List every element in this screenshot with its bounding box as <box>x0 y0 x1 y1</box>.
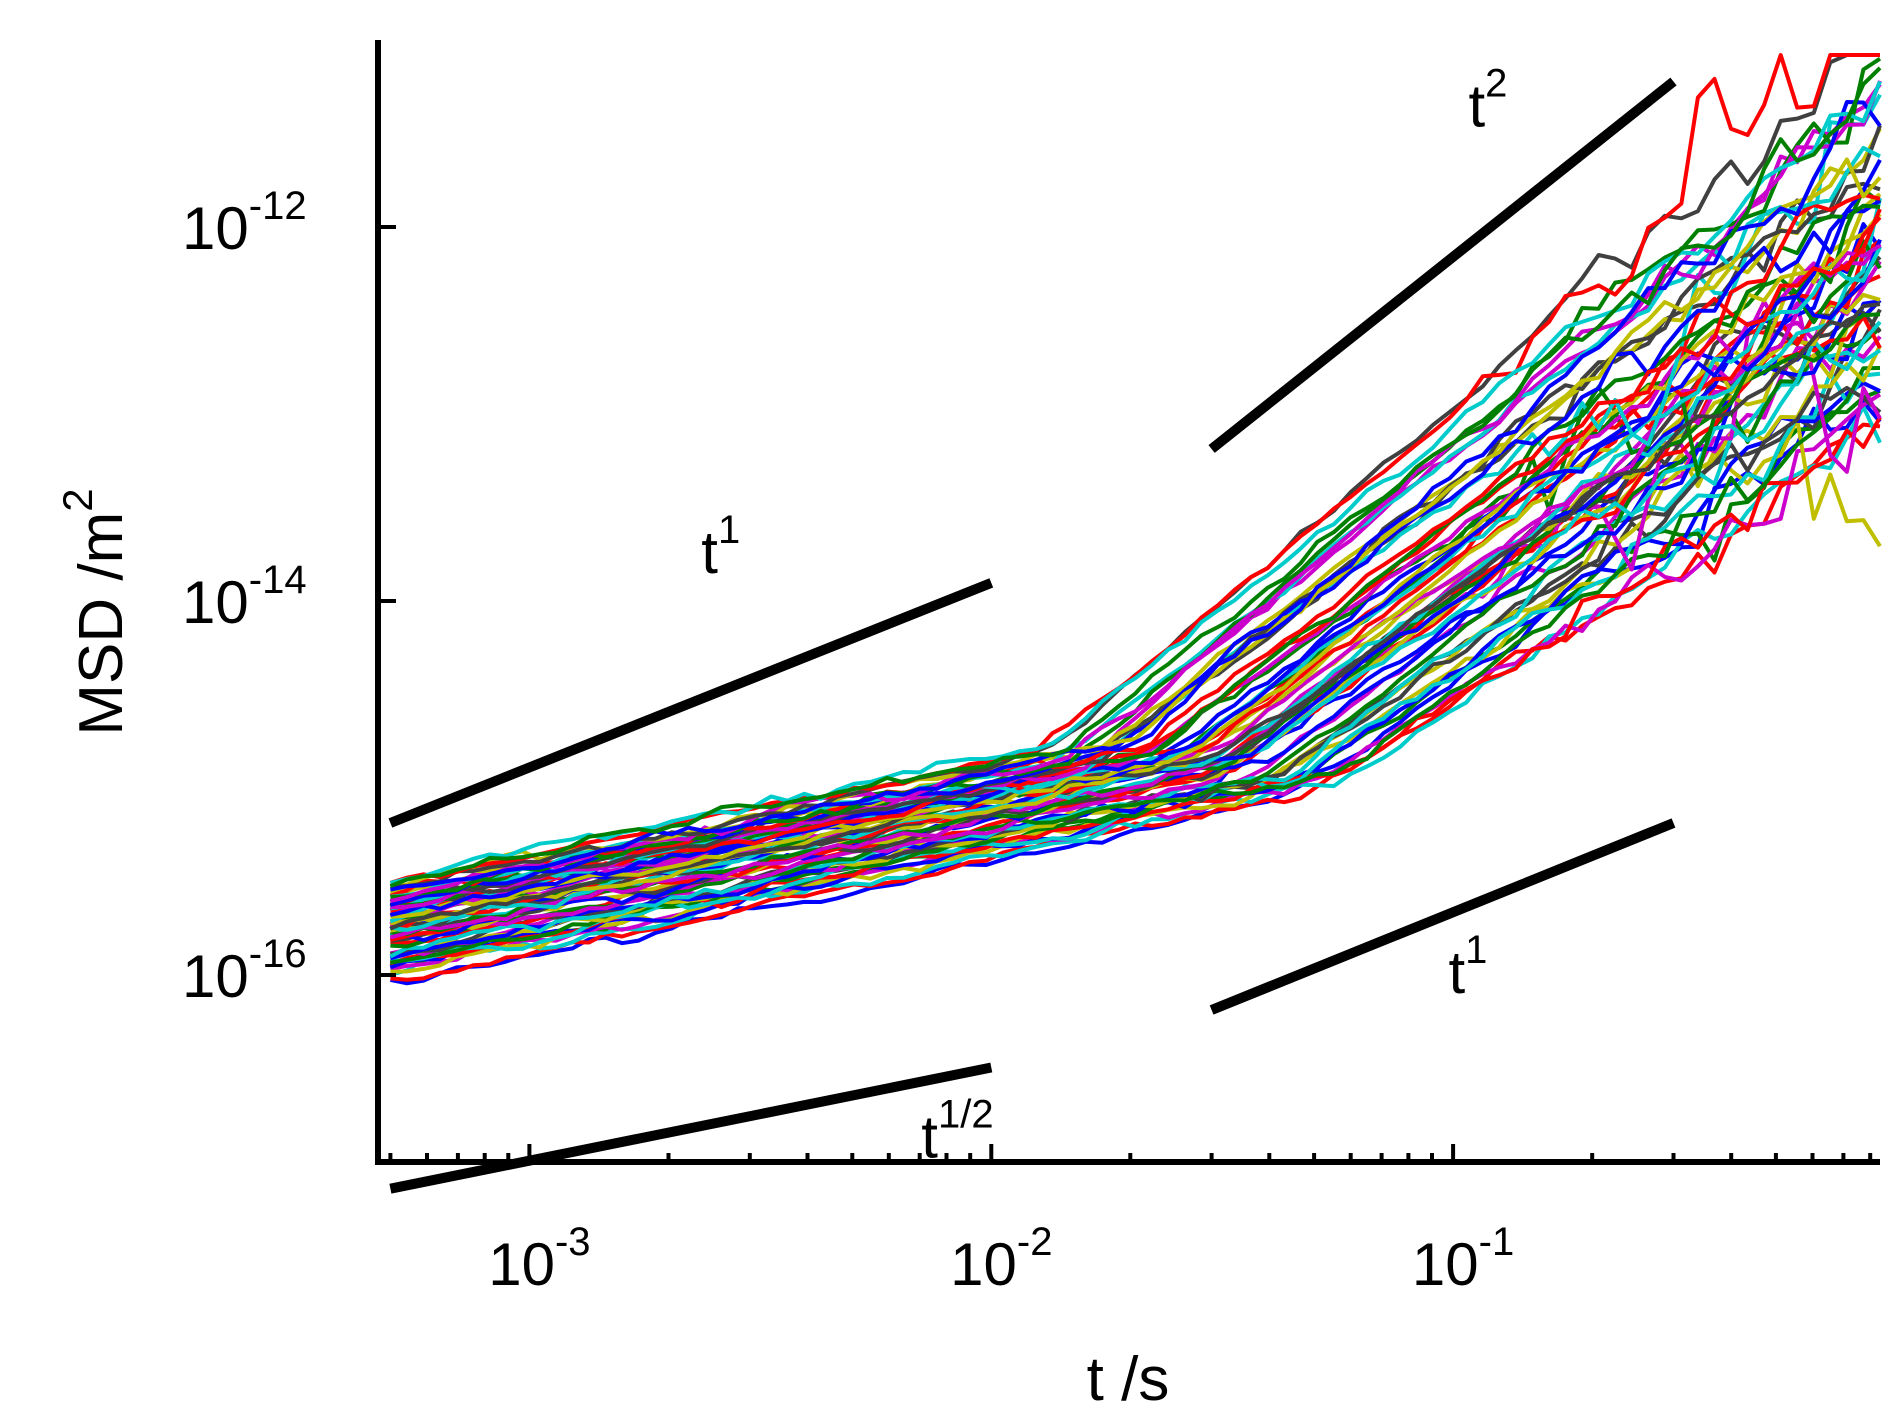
reference-line-t1-upper <box>388 578 994 828</box>
reference-slopes <box>388 77 1677 1194</box>
reference-line-t-half <box>389 1062 993 1194</box>
tick-labels: 10-3 10-2 10-1 10-16 10-14 10-12 <box>182 184 1514 1298</box>
axes <box>375 40 1880 1165</box>
trajectory-line <box>389 66 1882 888</box>
reference-label-t-half: t1/2 <box>921 1093 993 1171</box>
reference-line-t2 <box>1208 77 1677 453</box>
trajectory-line <box>389 80 1882 904</box>
reference-line-t1-lower <box>1209 818 1676 1015</box>
trajectory-line <box>389 299 1882 943</box>
x-tick-label: 10-2 <box>950 1220 1052 1298</box>
trajectory-line <box>389 320 1882 939</box>
reference-label-t2: t2 <box>1469 62 1508 140</box>
x-axis-label: t /s <box>1087 1345 1170 1414</box>
reference-label-t1-lower: t1 <box>1449 928 1488 1006</box>
y-tick-label: 10-14 <box>182 558 307 636</box>
y-tick-label: 10-12 <box>182 184 307 262</box>
y-axis-label: MSD /m2 <box>54 488 136 735</box>
y-axis-label-exponent: 2 <box>54 488 101 511</box>
reference-labels: t1 t1/2 t2 t1 <box>701 62 1507 1171</box>
trajectory-line <box>390 192 1882 919</box>
trajectory-line <box>390 299 1882 940</box>
trajectory-line <box>390 239 1882 924</box>
reference-label-t1-upper: t1 <box>701 508 740 586</box>
trajectory-line <box>389 192 1881 898</box>
x-tick-label: 10-1 <box>1412 1220 1514 1298</box>
axis-ticks <box>378 225 1873 1162</box>
trajectory-line <box>390 100 1882 892</box>
y-tick-label: 10-16 <box>182 932 307 1010</box>
y-axis-label-text: MSD /m <box>67 512 136 736</box>
trajectory-line <box>390 422 1881 982</box>
trajectory-series <box>389 53 1882 986</box>
x-tick-label: 10-3 <box>488 1220 590 1298</box>
